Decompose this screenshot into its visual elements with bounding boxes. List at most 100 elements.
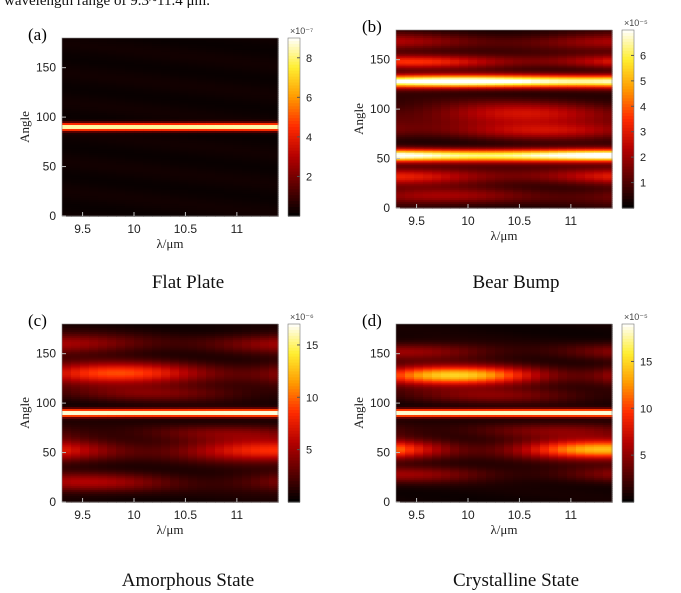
heatmap-cell <box>224 125 234 128</box>
heatmap-cell <box>224 93 234 96</box>
heatmap-cell <box>477 111 487 114</box>
heatmap-cell <box>486 31 496 35</box>
heatmap-cell <box>233 160 243 164</box>
heatmap-cell <box>540 190 550 193</box>
heatmap-cell <box>242 138 252 142</box>
heatmap-cell <box>450 45 460 49</box>
colorbar-segment <box>288 88 300 92</box>
heatmap-cell <box>576 115 586 118</box>
heatmap-cell <box>188 214 198 217</box>
heatmap-cell <box>242 136 252 140</box>
heatmap-cell <box>269 63 279 67</box>
heatmap-cell <box>567 198 577 201</box>
heatmap-cell <box>486 59 496 63</box>
heatmap-cell <box>125 208 135 211</box>
heatmap-cell <box>215 343 225 347</box>
heatmap-cell <box>143 53 153 57</box>
heatmap-cell <box>405 182 415 185</box>
heatmap-cell <box>98 107 108 110</box>
heatmap-cell <box>423 45 433 49</box>
heatmap-cell <box>567 51 577 55</box>
heatmap-cell <box>531 166 541 170</box>
heatmap-cell <box>477 146 487 150</box>
heatmap-cell <box>576 71 586 75</box>
heatmap-cell <box>71 152 81 156</box>
heatmap-cell <box>233 345 243 349</box>
heatmap-cell <box>549 75 559 79</box>
heatmap-cell <box>197 75 207 79</box>
heatmap-cell <box>540 51 550 55</box>
heatmap-cell <box>558 190 568 193</box>
heatmap-cell <box>495 101 505 104</box>
heatmap-cell <box>260 200 270 203</box>
heatmap-cell <box>152 327 162 331</box>
heatmap-cell <box>495 39 505 43</box>
heatmap-cell <box>549 63 559 67</box>
heatmap-cell <box>495 87 505 90</box>
heatmap-cell <box>576 97 586 100</box>
heatmap-cell <box>558 95 568 98</box>
heatmap-cell <box>468 152 478 156</box>
heatmap-cell <box>89 351 99 355</box>
heatmap-cell <box>522 85 532 88</box>
heatmap-cell <box>260 341 270 345</box>
heatmap-cell <box>134 349 144 353</box>
heatmap-cell <box>224 339 234 343</box>
heatmap-cell <box>125 148 135 152</box>
heatmap-cell <box>260 89 270 92</box>
heatmap-cell <box>242 144 252 148</box>
heatmap-cell <box>107 337 117 341</box>
heatmap-cell <box>540 71 550 75</box>
heatmap-cell <box>594 180 604 183</box>
heatmap-cell <box>414 128 424 132</box>
heatmap-cell <box>197 81 207 85</box>
heatmap-cell <box>251 93 261 96</box>
heatmap-cell <box>269 325 279 329</box>
heatmap-cell <box>576 69 586 73</box>
heatmap-cell <box>80 327 90 331</box>
heatmap-cell <box>197 140 207 144</box>
heatmap-cell <box>116 345 126 349</box>
heatmap-cell <box>468 164 478 168</box>
heatmap-cell <box>80 61 90 65</box>
heatmap-cell <box>98 53 108 57</box>
heatmap-cell <box>531 30 541 33</box>
heatmap-cell <box>107 188 117 191</box>
heatmap-cell <box>233 349 243 353</box>
heatmap-cell <box>585 206 595 209</box>
heatmap-cell <box>504 49 514 53</box>
heatmap-cell <box>143 103 153 106</box>
colorbar-segment <box>288 174 300 179</box>
heatmap-cell <box>549 154 559 158</box>
heatmap-cell <box>405 89 415 92</box>
heatmap-cell <box>125 324 135 327</box>
heatmap-cell <box>513 45 523 49</box>
heatmap-cell <box>170 154 180 158</box>
heatmap-cell <box>269 53 279 57</box>
heatmap-cell <box>143 172 153 176</box>
heatmap-cell <box>486 47 496 51</box>
heatmap-cell <box>495 202 505 205</box>
heatmap-cell <box>89 333 99 337</box>
heatmap-cell <box>603 194 613 197</box>
heatmap-cell <box>251 357 261 361</box>
heatmap-cell <box>116 150 126 154</box>
heatmap-cell <box>107 198 117 201</box>
heatmap-cell <box>477 57 487 61</box>
heatmap-cell <box>432 128 442 132</box>
heatmap-cell <box>423 61 433 65</box>
heatmap-cell <box>188 121 198 124</box>
heatmap-cell <box>495 154 505 158</box>
heatmap-cell <box>179 178 189 181</box>
heatmap-cell <box>134 164 144 168</box>
heatmap-cell <box>71 158 81 162</box>
heatmap-cell <box>188 170 198 174</box>
heatmap-cell <box>504 200 514 203</box>
heatmap-cell <box>89 134 99 138</box>
heatmap-svg: 9.5 10 10.5 11050100150λ/μmAngle(a)8642×10⁻… <box>17 25 313 251</box>
heatmap-cell <box>441 77 451 81</box>
heatmap-cell <box>405 204 415 207</box>
heatmap-cell <box>206 347 216 351</box>
heatmap-cell <box>116 113 126 116</box>
heatmap-cell <box>603 107 613 110</box>
